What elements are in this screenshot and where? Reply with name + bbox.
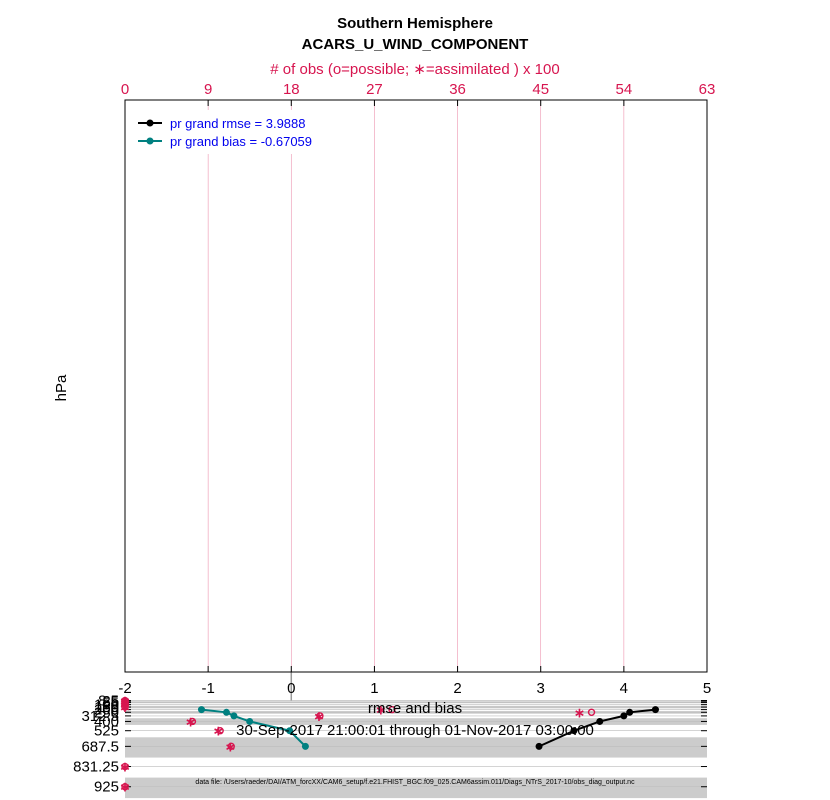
assimilated-obs-marker: ∗ [119,699,131,715]
x-tick-label: 4 [620,680,628,697]
possible-obs-marker [316,712,324,720]
legend-bias-marker [146,137,154,145]
legend-bias-label: pr grand bias = -0.67059 [170,134,312,149]
series-point [246,717,254,725]
possible-obs-marker [121,703,129,711]
top-tick-label: 18 [283,81,300,98]
y-tick-label: 831.25 [73,759,119,776]
chart-subtitle: ACARS_U_WIND_COMPONENT [302,36,529,53]
possible-obs-marker [227,742,235,751]
y-tick-label: 8.5 [98,693,119,710]
top-tick-label: 54 [616,81,633,98]
assimilated-obs-marker: ∗ [119,759,131,775]
top-tick-label: 63 [699,81,716,98]
x-tick-label: 5 [703,680,711,697]
series-point [286,727,294,735]
x-tick-label: -2 [118,680,131,697]
assimilated-obs-marker: ∗ [224,738,236,754]
series-layer [197,706,659,750]
x-tick-label: 2 [453,680,461,697]
top-tick-label: 36 [449,81,466,98]
assimilated-obs-marker: ∗ [119,695,131,711]
series-point [197,706,205,714]
x-tick-label: 0 [287,680,295,697]
y-tick-label: 525 [94,723,119,740]
x-axis-label: rmse and bias [368,700,462,717]
series-point [230,712,238,720]
y-tick-label: 55 [102,695,119,712]
chart-title: Southern Hemisphere [337,15,493,32]
possible-obs-marker [121,700,129,709]
date-range-label: 30-Sep-2017 21:00:01 through 01-Nov-2017… [236,722,594,739]
possible-obs-marker [121,762,129,771]
series-point [570,727,578,735]
top-tick-label: 45 [532,81,549,98]
y-axis-label: hPa [53,374,70,401]
obs-count-markers: ∗∗∗∗∗∗∗∗∗∗∗∗∗∗ [119,693,596,795]
series-point [222,708,230,716]
x-tick-label: 1 [370,680,378,697]
y-tick-label: 687.5 [81,738,119,755]
legend: pr grand rmse = 3.9888 pr grand bias = -… [128,110,358,154]
legend-rmse-marker [146,119,154,127]
top-tick-label: 9 [204,81,212,98]
assimilated-obs-marker: ∗ [185,713,197,729]
series-line [201,708,307,748]
possible-obs-marker [388,705,396,714]
possible-obs-marker [216,727,224,735]
top-axis-label: # of obs (o=possible; ∗=assimilated ) x … [270,61,559,78]
gray-band [125,777,707,799]
y-tick-label: 200 [94,702,119,719]
y-tick-label: 925 [94,779,119,796]
gray-band [125,737,707,758]
legend-box [128,110,358,154]
plot-frame [124,99,708,673]
y-tick-label: 250 [94,704,119,721]
top-tick-label: 27 [366,81,383,98]
legend-rmse-label: pr grand rmse = 3.9888 [170,116,306,131]
top-tick-label: 0 [121,81,129,98]
series-point [301,742,309,750]
possible-obs-marker [188,717,197,726]
grid-lines [125,100,707,788]
y-tick-label: 150 [94,699,119,716]
assimilated-obs-marker: ∗ [313,708,325,724]
data-file-footnote: data file: /Users/raeder/DAI/ATM_forcXX/… [195,779,635,786]
x-tick-label: -1 [201,680,214,697]
assimilated-obs-marker: ∗ [119,693,131,709]
series-point [651,706,659,714]
series-point [620,712,628,720]
assimilated-obs-marker: ∗ [375,702,387,718]
assimilated-obs-marker: ∗ [212,723,224,739]
x-tick-label: 3 [537,680,545,697]
assimilated-obs-marker: ∗ [119,779,131,795]
y-tick-label: 100 [94,697,119,714]
possible-obs-marker [121,783,129,791]
series-point [626,708,634,716]
possible-obs-marker [587,708,596,716]
y-tick-label: 400 [94,713,119,730]
y-tick-label: 25 [102,693,119,710]
series-point [535,742,543,750]
y-tick-label: 312.5 [81,708,119,725]
axis-ticks: -2 -1 0 1 2 3 4 50 9 18 27 36 45 54 638.52555100150200… [73,81,716,796]
series-line [538,708,656,748]
assimilated-obs-marker: ∗ [574,704,586,720]
series-point [596,717,604,725]
